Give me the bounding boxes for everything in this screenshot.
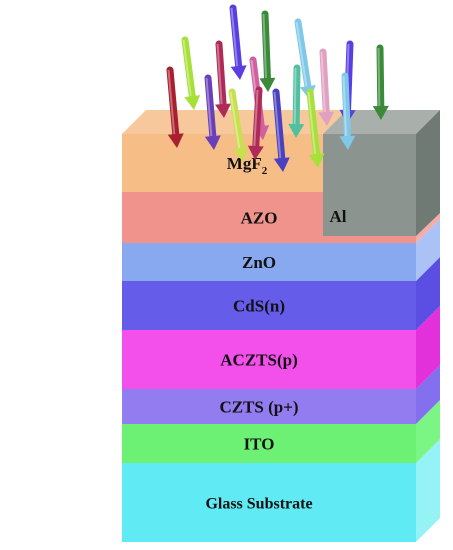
light-arrow xyxy=(204,74,221,150)
layer-mgf2-label: MgF2 xyxy=(227,154,268,177)
al-contact-side xyxy=(416,110,440,236)
layer-aczts-label: ACZTS(p) xyxy=(220,351,297,370)
layer-aczts: ACZTS(p) xyxy=(122,306,440,389)
layer-mgf2-subscript: 2 xyxy=(262,165,268,177)
layer-czts-side xyxy=(416,365,440,424)
al-contact: Al xyxy=(323,110,440,236)
light-arrow xyxy=(372,44,389,120)
layer-aczts-front xyxy=(122,330,416,389)
light-arrow xyxy=(166,66,184,148)
al-contact-top xyxy=(323,110,440,134)
layer-glass-front xyxy=(122,463,416,542)
layer-cds-front xyxy=(122,281,416,330)
light-arrow xyxy=(229,4,247,80)
layer-glass-label: Glass Substrate xyxy=(205,496,312,513)
layer-zno-front xyxy=(122,243,416,281)
light-arrow xyxy=(228,88,249,162)
al-contact-front xyxy=(323,134,416,236)
layer-cds-label: CdS(n) xyxy=(233,297,285,316)
layer-zno-label: ZnO xyxy=(242,253,276,272)
light-arrow xyxy=(215,40,232,118)
light-arrow xyxy=(306,88,325,168)
layer-ito-side xyxy=(416,400,440,463)
layer-zno: ZnO xyxy=(122,219,440,281)
layer-czts-front xyxy=(122,389,416,424)
layer-zno-side xyxy=(416,219,440,281)
light-arrow xyxy=(272,88,290,172)
layer-aczts-side xyxy=(416,306,440,389)
layer-cds: CdS(n) xyxy=(122,257,440,330)
light-arrow xyxy=(288,64,305,138)
light-arrow xyxy=(259,10,276,92)
incident-light-arrows xyxy=(166,4,389,172)
light-arrow xyxy=(318,48,335,126)
layer-ito: ITO xyxy=(122,400,440,463)
layer-ito-front xyxy=(122,424,416,463)
layer-glass: Glass Substrate xyxy=(122,439,440,542)
layer-czts-label: CZTS (p+) xyxy=(219,398,298,417)
layer-czts: CZTS (p+) xyxy=(122,365,440,424)
layer-azo-label: AZO xyxy=(241,209,278,228)
light-arrow xyxy=(339,72,356,150)
layer-ito-label: ITO xyxy=(244,435,275,454)
layer-cds-side xyxy=(416,257,440,330)
al-contact-label: Al xyxy=(330,207,347,226)
light-arrow xyxy=(181,36,201,110)
light-arrow xyxy=(247,86,264,160)
layer-glass-side xyxy=(416,439,440,542)
